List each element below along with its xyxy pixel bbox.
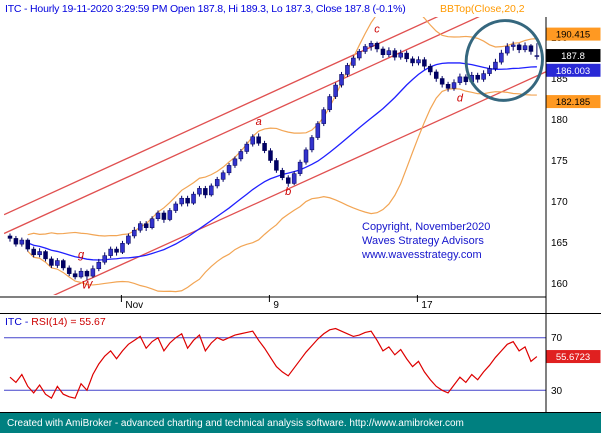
- svg-text:d: d: [457, 92, 464, 104]
- date-axis-labels: Nov 9 17: [120, 295, 433, 311]
- rsi-chart-canvas[interactable]: 70 30 55.6723: [0, 314, 601, 413]
- bbtop-indicator-label: BBTop(Close,20,2: [440, 3, 525, 15]
- svg-text:17: 17: [421, 300, 433, 311]
- watermark-company: Waves Strategy Advisors: [362, 235, 484, 247]
- wave-labels: g Wa b c d: [78, 24, 464, 292]
- svg-text:W: W: [82, 279, 94, 291]
- svg-text:160: 160: [551, 279, 568, 290]
- svg-text:182.185: 182.185: [556, 97, 590, 108]
- svg-text:180: 180: [551, 115, 568, 126]
- watermark-url[interactable]: www.wavesstrategy.com: [362, 249, 482, 261]
- candlesticks: [7, 40, 540, 281]
- svg-text:190.415: 190.415: [556, 30, 590, 41]
- rsi-title: ITC - RSI(14) = 55.67: [5, 316, 106, 328]
- rsi-axis-ticks: 70 30: [551, 333, 563, 397]
- svg-text:175: 175: [551, 156, 568, 167]
- rsi-value-badge: [546, 350, 601, 364]
- bb-bottom-line: [27, 88, 537, 293]
- svg-text:55.6723: 55.6723: [556, 352, 590, 363]
- price-chart-canvas[interactable]: gWabcd190185180175170165160Nov917190.415…: [0, 17, 601, 313]
- svg-text:9: 9: [273, 300, 279, 311]
- price-chart-panel[interactable]: gWabcd190185180175170165160Nov917190.415…: [0, 17, 601, 313]
- svg-text:185: 185: [551, 74, 568, 85]
- price-axis-badges: 190.415 187.8 186.003 182.185: [546, 27, 601, 109]
- svg-text:70: 70: [551, 333, 563, 344]
- status-bar: Created with AmiBroker - advanced charti…: [0, 412, 601, 433]
- svg-text:30: 30: [551, 386, 563, 397]
- svg-text:165: 165: [551, 238, 568, 249]
- rsi-line: [9, 327, 538, 400]
- highlight-ellipse: [464, 19, 544, 102]
- chart-title-bar: ITC - Hourly 19-11-2020 3:29:59 PM Open …: [0, 0, 601, 17]
- rsi-value-label: RSI(14) = 55.67: [31, 316, 106, 328]
- watermark: Copyright, November2020 Waves Strategy A…: [362, 220, 490, 262]
- rsi-panel[interactable]: ITC - RSI(14) = 55.67 70 30 55.6723: [0, 313, 601, 413]
- svg-text:186.003: 186.003: [556, 66, 590, 77]
- bb-top-line: [27, 17, 537, 237]
- svg-text:c: c: [374, 24, 380, 36]
- chart-title: ITC - Hourly 19-11-2020 3:29:59 PM Open …: [5, 3, 406, 15]
- status-bar-text: Created with AmiBroker - advanced charti…: [7, 418, 464, 429]
- svg-text:g: g: [78, 249, 85, 261]
- svg-text:187.8: 187.8: [561, 51, 585, 62]
- svg-text:Nov: Nov: [125, 300, 143, 311]
- rsi-symbol-label: ITC -: [5, 316, 32, 328]
- svg-text:a: a: [256, 116, 262, 128]
- svg-text:170: 170: [551, 197, 568, 208]
- watermark-copyright: Copyright, November2020: [362, 221, 491, 233]
- svg-text:b: b: [285, 186, 291, 198]
- channel-trendlines: [4, 17, 546, 295]
